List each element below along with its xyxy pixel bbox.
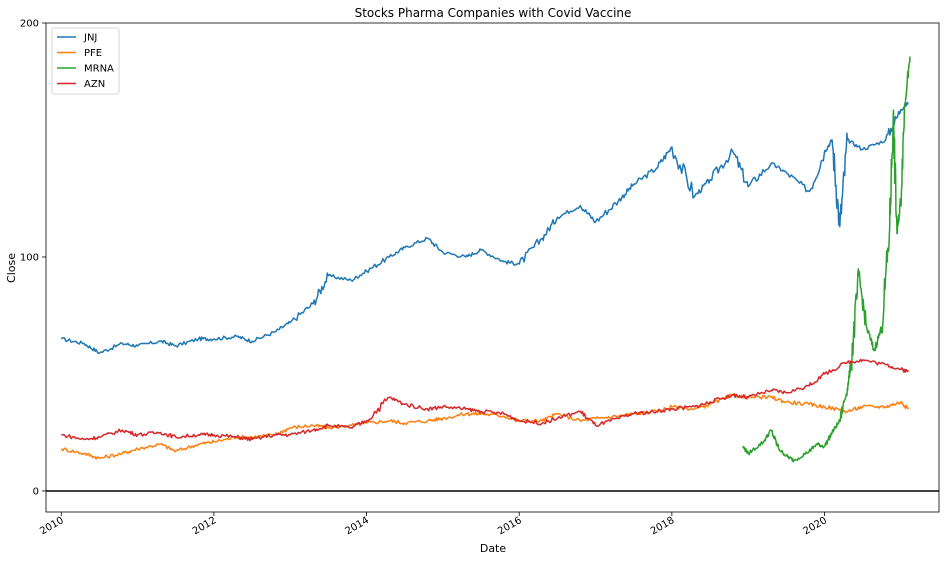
- y-tick-label-200: 200: [20, 19, 39, 30]
- x-tick-label-2020: 2020: [801, 515, 829, 537]
- legend-label-pfe: PFE: [84, 48, 102, 59]
- legend: JNJ PFE MRNA AZN: [51, 27, 120, 95]
- series-line-azn: [61, 358, 910, 442]
- series-line-jnj: [60, 101, 909, 355]
- y-axis: 0 100 200: [20, 19, 46, 497]
- legend-label-azn: AZN: [84, 79, 105, 90]
- x-tick-label-2014: 2014: [344, 515, 372, 537]
- y-axis-title: Close: [5, 253, 18, 283]
- plot-area: [46, 56, 939, 492]
- x-tick-label-2012: 2012: [191, 515, 219, 537]
- x-tick-label-2010: 2010: [38, 515, 66, 537]
- series-line-mrna: [742, 56, 911, 463]
- x-tick-label-2016: 2016: [496, 515, 524, 537]
- series-line-pfe: [60, 392, 910, 460]
- chart-title: Stocks Pharma Companies with Covid Vacci…: [355, 6, 632, 20]
- y-tick-label-100: 100: [20, 252, 39, 263]
- y-tick-label-0: 0: [33, 486, 39, 497]
- x-tick-label-2018: 2018: [649, 515, 677, 537]
- legend-label-jnj: JNJ: [83, 33, 97, 44]
- plot-frame: [45, 22, 940, 513]
- legend-box: [51, 27, 120, 95]
- x-axis-title: Date: [480, 542, 507, 555]
- x-axis: 2010 2012 2014 2016 2018 2020: [38, 512, 829, 537]
- legend-label-mrna: MRNA: [84, 64, 114, 75]
